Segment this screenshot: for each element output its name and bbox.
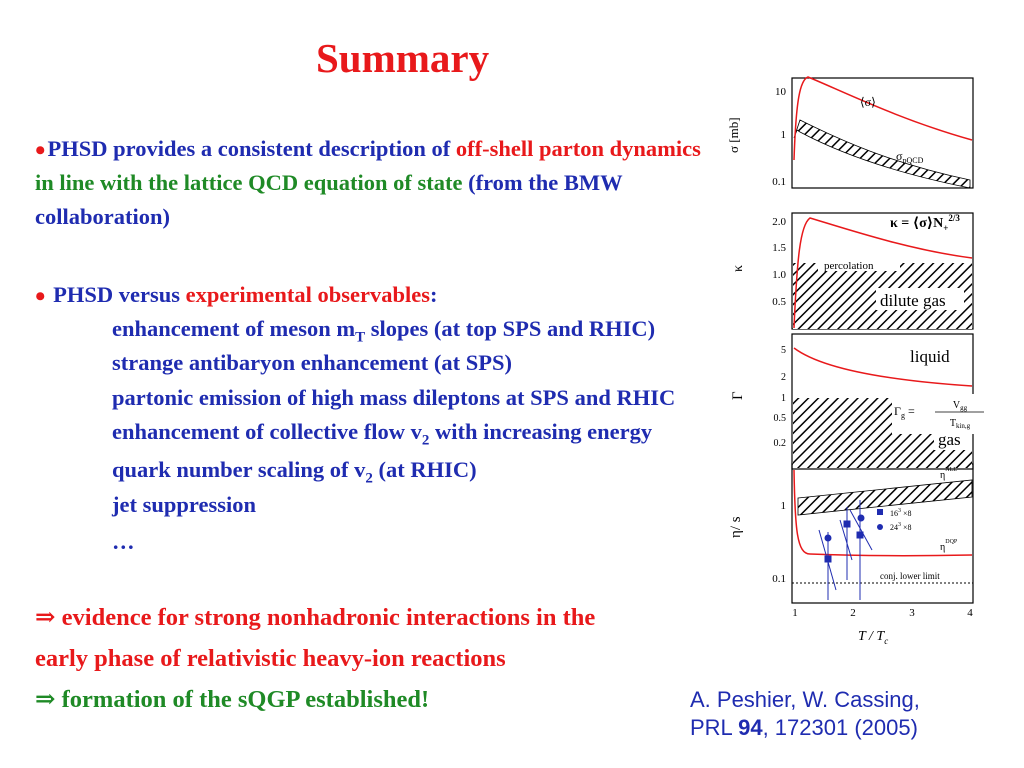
point1-line2: in line with the lattice QCD equation of… xyxy=(35,170,623,195)
sigma-curve-label: ⟨σ⟩ xyxy=(860,95,876,109)
point1-text-d: (from the BMW xyxy=(468,170,623,195)
percolation-label: percolation xyxy=(824,260,874,272)
svg-text:243 ×8: 243 ×8 xyxy=(890,522,912,532)
bullet-icon: • xyxy=(35,280,46,313)
tick-label: 1 xyxy=(781,500,787,512)
point2-text-b: experimental observables xyxy=(185,282,430,307)
dqp-curve xyxy=(793,469,973,557)
ylabel-kappa: κ xyxy=(731,265,746,272)
observable-item: jet suppression xyxy=(112,492,256,517)
gamma-formula: Γg = Vgg Tkin,g xyxy=(892,394,986,434)
citation: A. Peshier, W. Cassing, PRL 94, 172301 (… xyxy=(690,686,920,741)
kappa-curve xyxy=(793,217,973,329)
tick-label: 2.0 xyxy=(772,216,786,228)
point1-line1: •PHSD provides a consistent description … xyxy=(35,132,701,166)
conclusion-line3: ⇒ formation of the sQGP established! xyxy=(35,686,430,713)
tick-label: 1.0 xyxy=(772,269,786,281)
point2-text-c: : xyxy=(430,282,438,307)
x-axis-label: T / Tc xyxy=(858,629,888,646)
citation-journal: PRL 94, 172301 (2005) xyxy=(690,714,918,740)
tick-label: 0.1 xyxy=(772,573,786,585)
tick-label: 5 xyxy=(781,345,786,356)
conclusion-line2: early phase of relativistic heavy-ion re… xyxy=(35,645,506,672)
dilute-gas-label: dilute gas xyxy=(880,291,946,310)
pqcd-band xyxy=(793,119,971,189)
nll-label: ηNLL xyxy=(940,467,957,481)
x-tick-label: 4 xyxy=(967,607,973,619)
x-tick-label: 3 xyxy=(909,607,915,619)
svg-text:Vgg: Vgg xyxy=(953,400,968,412)
tick-label: 1 xyxy=(781,393,786,404)
liquid-label: liquid xyxy=(910,347,950,366)
observable-item: quark number scaling of v2 (at RHIC) xyxy=(112,457,477,487)
svg-text:163 ×8: 163 ×8 xyxy=(890,508,912,518)
percolation-label-bg xyxy=(818,259,900,271)
citation-authors: A. Peshier, W. Cassing, xyxy=(690,687,920,712)
dilute-gas-label-bg xyxy=(876,288,964,310)
ylabel-sigma: σ [mb] xyxy=(726,117,741,153)
gamma-curve xyxy=(793,347,973,387)
point1-text-b: off-shell parton dynamics xyxy=(455,136,701,161)
slide-title: Summary xyxy=(316,35,490,81)
lower-limit-label: conj. lower limit xyxy=(880,571,940,581)
panel-sigma-frame xyxy=(791,77,974,189)
kappa-formula: κ = ⟨σ⟩N+2/3 xyxy=(890,213,960,233)
physics-figure: 10 1 0.1 σ [mb] ⟨σ⟩ σpQCD 2.0 1.5 1.0 0.… xyxy=(726,76,986,646)
svg-text:Tkin,g: Tkin,g xyxy=(950,418,971,430)
tick-label: 1.5 xyxy=(772,242,786,254)
lattice-legend: 163 ×8 243 ×8 xyxy=(877,508,912,532)
observable-item: … xyxy=(112,529,135,554)
tick-label: 2 xyxy=(781,372,786,383)
x-tick-label: 2 xyxy=(850,607,856,619)
tick-label: 0.2 xyxy=(774,438,787,449)
pqcd-label: σpQCD xyxy=(896,149,924,165)
ylabel-eta: η/ s xyxy=(728,516,744,538)
observable-item: enhancement of collective flow v2 with i… xyxy=(112,419,653,449)
dqp-label: ηDQP xyxy=(940,539,958,553)
conclusion-line1: ⇒ evidence for strong nonhadronic intera… xyxy=(35,604,596,631)
liquid-label-bg xyxy=(906,344,968,366)
data-point xyxy=(857,514,865,522)
observable-item: partonic emission of high mass dileptons… xyxy=(112,385,676,410)
tick-label: 10 xyxy=(775,86,787,98)
data-point xyxy=(824,555,832,563)
data-point xyxy=(824,534,832,542)
lattice-points xyxy=(818,500,873,600)
observable-item: strange antibaryon enhancement (at SPS) xyxy=(112,350,512,375)
point2-heading: • PHSD versus experimental observables: xyxy=(35,278,438,312)
gas-label: gas xyxy=(938,430,961,449)
nll-band xyxy=(797,479,973,516)
svg-text:Γg =: Γg = xyxy=(894,404,915,420)
bullet-icon: • xyxy=(35,134,46,167)
x-tick-label: 1 xyxy=(792,607,798,619)
tick-label: 0.1 xyxy=(772,176,786,188)
sigma-curve xyxy=(793,76,973,161)
point1-text-a: PHSD provides a consistent description o… xyxy=(47,136,456,161)
tick-label: 0.5 xyxy=(772,296,786,308)
tick-label: 0.5 xyxy=(774,413,787,424)
ylabel-gamma: Γ xyxy=(730,391,746,400)
observable-item: enhancement of meson mT slopes (at top S… xyxy=(112,316,656,346)
data-point xyxy=(856,531,864,539)
tick-label: 1 xyxy=(781,129,787,141)
point2-text-a: PHSD versus xyxy=(47,282,186,307)
data-point xyxy=(843,520,851,528)
point1-text-c: in line with the lattice QCD equation of… xyxy=(35,170,469,195)
point1-line3: collaboration) xyxy=(35,204,170,229)
